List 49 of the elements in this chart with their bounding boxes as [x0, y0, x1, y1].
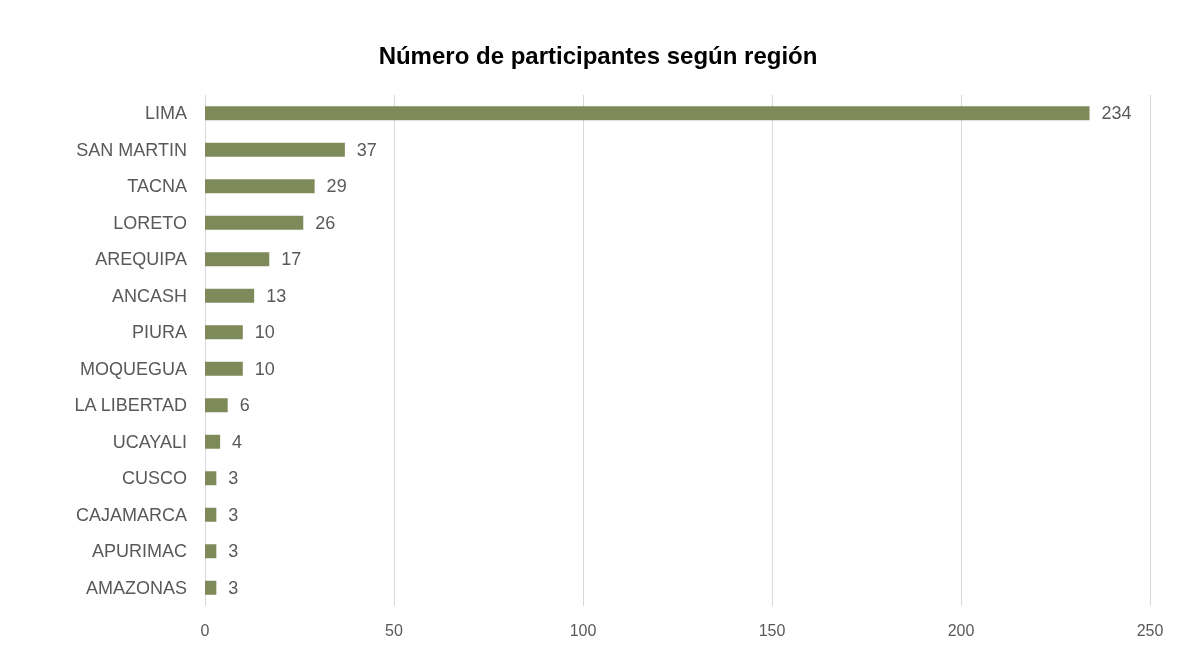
y-tick-label: ANCASH: [111, 285, 187, 306]
x-tick-label: 100: [569, 621, 597, 639]
data-label: 17: [281, 249, 302, 270]
y-tick-label: LIMA: [144, 103, 187, 124]
data-label: 10: [254, 322, 275, 343]
y-tick-label: CUSCO: [121, 468, 187, 489]
x-tick-label: 150: [758, 621, 786, 639]
x-tick-label: 50: [385, 621, 403, 639]
bar: [205, 471, 217, 486]
data-label: 10: [254, 358, 275, 379]
bar: [205, 179, 315, 194]
y-tick-label: UCAYALI: [112, 431, 187, 452]
chart-title: Número de participantes según región: [378, 41, 818, 69]
x-tick-label: 0: [200, 621, 210, 639]
y-tick-label: PIURA: [131, 322, 187, 343]
bar: [205, 215, 304, 230]
data-label: 3: [228, 468, 239, 489]
bar: [205, 106, 1090, 121]
bar: [205, 434, 221, 449]
data-label: 234: [1101, 103, 1132, 124]
data-label: 29: [326, 176, 347, 197]
data-label: 4: [232, 431, 243, 452]
data-label: 37: [356, 139, 377, 160]
bar: [205, 507, 217, 522]
bar: [205, 361, 243, 376]
y-tick-label: TACNA: [127, 176, 187, 197]
data-label: 6: [239, 395, 250, 416]
data-label: 3: [228, 541, 239, 562]
y-tick-label: LORETO: [113, 212, 187, 233]
y-tick-label: AMAZONAS: [85, 577, 187, 598]
data-label: 26: [315, 212, 336, 233]
x-tick-label: 250: [1136, 621, 1164, 639]
y-tick-label: SAN MARTIN: [76, 139, 187, 160]
x-tick-label: 200: [947, 621, 975, 639]
data-label: 3: [228, 577, 239, 598]
bar: [205, 325, 243, 340]
bar: [205, 288, 255, 303]
bar: [205, 580, 217, 595]
y-tick-label: CAJAMARCA: [75, 504, 187, 525]
data-label: 13: [266, 285, 287, 306]
y-tick-label: LA LIBERTAD: [74, 395, 187, 416]
y-tick-label: MOQUEGUA: [79, 358, 187, 379]
bar: [205, 398, 228, 413]
y-tick-label: APURIMAC: [91, 541, 187, 562]
bar: [205, 252, 270, 267]
bar: [205, 544, 217, 559]
y-tick-label: AREQUIPA: [95, 249, 187, 270]
bar: [205, 142, 345, 157]
data-label: 3: [228, 504, 239, 525]
